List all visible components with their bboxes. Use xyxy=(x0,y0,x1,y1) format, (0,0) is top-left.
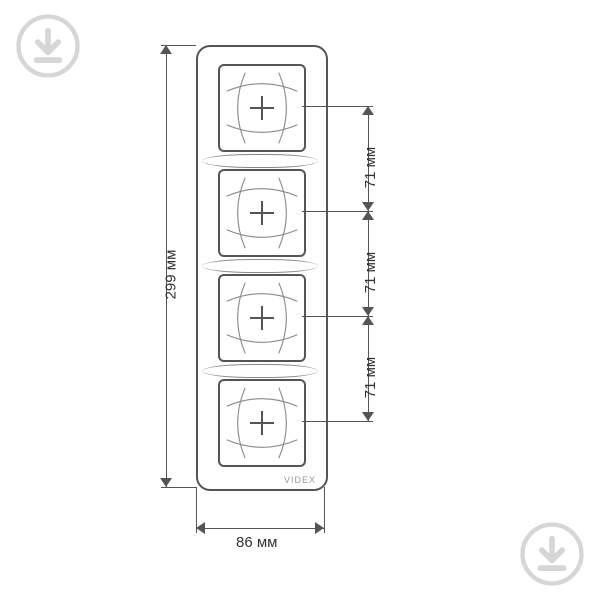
dim-segments: 71 мм 71 мм 71 мм xyxy=(0,0,600,600)
stage: { "canvas": { "w": 600, "h": 600, "bg": … xyxy=(0,0,600,600)
dim-segment-label: 71 мм xyxy=(362,356,379,397)
dim-segment-label: 71 мм xyxy=(362,146,379,187)
dim-segment-label: 71 мм xyxy=(362,251,379,292)
